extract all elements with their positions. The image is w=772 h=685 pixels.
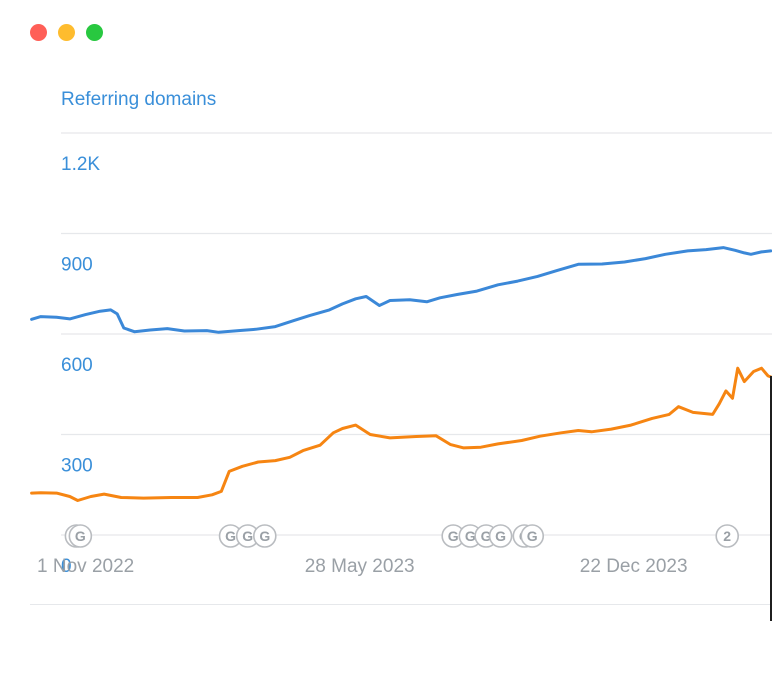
x-tick-label-0: 1 Nov 2022 [37, 556, 134, 577]
annotation-marker-11: 2 [715, 524, 740, 548]
annotation-label-11: 2 [723, 528, 731, 544]
annotation-marker-1: G [68, 524, 93, 548]
annotation-circle-11 [715, 524, 740, 548]
annotation-markers: GGGGGGGGGGG2 [64, 524, 740, 548]
series-line-blue [30, 246, 772, 334]
annotation-label-1: G [75, 528, 86, 544]
y-tick-label-1: 300 [61, 456, 93, 477]
annotation-label-2: G [225, 528, 236, 544]
minimize-window-button[interactable] [58, 24, 75, 41]
y-tick-label-0: 0 [61, 556, 72, 577]
series-line-orange [30, 366, 772, 502]
annotation-circle-8 [488, 524, 513, 548]
x-tick-label-1: 28 May 2023 [305, 556, 415, 577]
tooltip-edge [770, 376, 772, 621]
annotation-circle-1 [68, 524, 93, 548]
annotation-label-7: G [481, 528, 492, 544]
series-lines [30, 246, 772, 502]
bottom-divider [30, 604, 772, 605]
annotation-label-4: G [259, 528, 270, 544]
annotation-label-3: G [242, 528, 253, 544]
window-controls [30, 24, 103, 41]
annotation-marker-4: G [252, 524, 277, 548]
chart-title: Referring domains [61, 89, 217, 110]
annotation-marker-10: G [520, 524, 545, 548]
annotation-label-5: G [448, 528, 459, 544]
y-tick-label-3: 900 [61, 255, 93, 276]
maximize-window-button[interactable] [86, 24, 103, 41]
annotation-label-6: G [465, 528, 476, 544]
annotation-circle-10 [520, 524, 545, 548]
close-window-button[interactable] [30, 24, 47, 41]
annotation-marker-8: G [488, 524, 513, 548]
y-tick-label-4: 1.2K [61, 154, 100, 175]
y-tick-label-2: 600 [61, 355, 93, 376]
grid [61, 132, 772, 536]
x-tick-label-2: 22 Dec 2023 [580, 556, 688, 577]
annotation-label-8: G [495, 528, 506, 544]
x-axis-ticks: 1 Nov 2022 28 May 2023 22 Dec 2023 [37, 556, 688, 577]
y-axis-ticks: 0 300 600 900 1.2K [61, 154, 100, 577]
annotation-label-10: G [527, 528, 538, 544]
annotation-circle-4 [252, 524, 277, 548]
